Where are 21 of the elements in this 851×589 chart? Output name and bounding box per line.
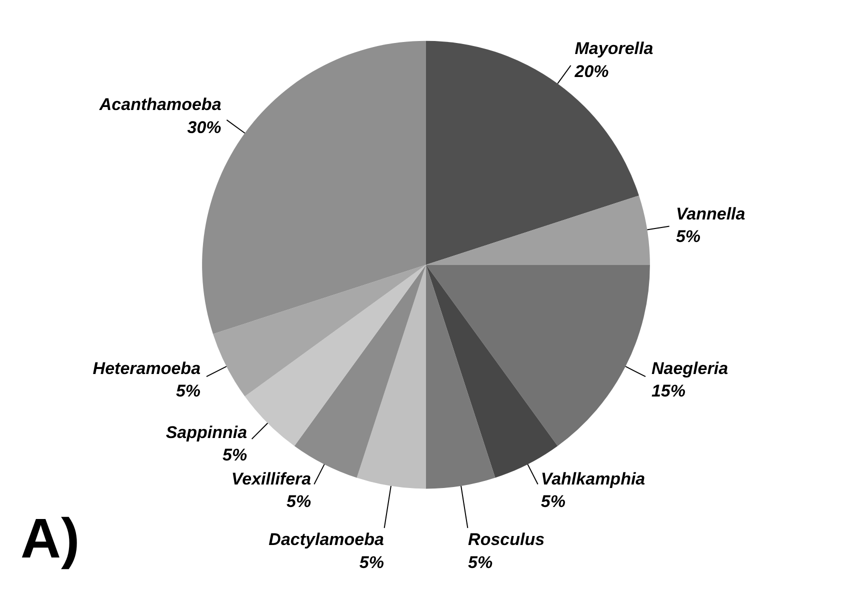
data-label: 15% xyxy=(651,382,686,401)
data-label: 5% xyxy=(540,492,566,512)
slice-label: Vahlkamphia xyxy=(540,469,646,488)
data-label: 5% xyxy=(222,446,248,465)
slice-label: Rosculus xyxy=(468,530,545,550)
data-label: 5% xyxy=(359,553,384,572)
slice-label: Heteramoeba xyxy=(92,358,201,378)
slice-label: Mayorella xyxy=(574,39,654,58)
slice-label: Acanthamoeba xyxy=(98,95,222,114)
data-label: 5% xyxy=(468,553,493,572)
slice-label: Vannella xyxy=(676,204,746,224)
data-label: 30% xyxy=(187,118,222,137)
text: A) xyxy=(20,506,80,570)
slice-label: Naegleria xyxy=(651,358,728,378)
slice-label: Dactylamoeba xyxy=(268,530,384,550)
slice-label: Vexillifera xyxy=(231,469,312,488)
data-label: 20% xyxy=(574,62,609,81)
data-label: 5% xyxy=(286,492,312,512)
data-label: 5% xyxy=(676,227,701,246)
data-label: 5% xyxy=(176,382,201,401)
slice-label: Sappinnia xyxy=(166,422,248,442)
